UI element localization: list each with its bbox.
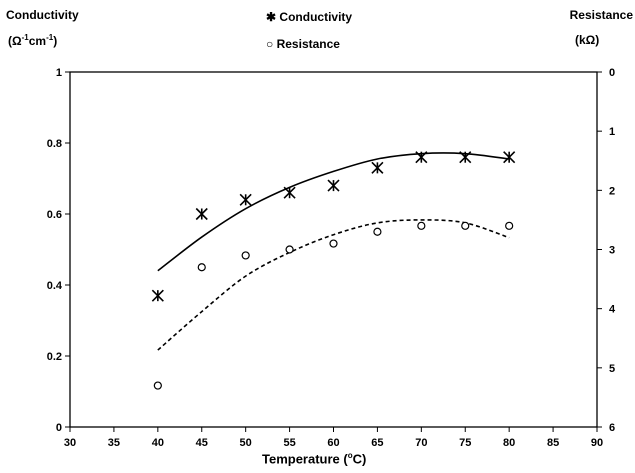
conductivity-point [283, 186, 296, 199]
x-tick-label: 45 [196, 437, 208, 449]
left-tick-label: 0 [56, 422, 62, 434]
trend-line-resistance [157, 219, 510, 351]
resistance-point [241, 251, 250, 260]
x-tick-label: 55 [283, 437, 295, 449]
legend-label-conductivity: Conductivity [279, 10, 353, 24]
right-tick-label: 0 [609, 67, 615, 79]
x-tick-label: 40 [152, 437, 164, 449]
resistance-point [461, 221, 470, 230]
resistance-point [505, 221, 514, 230]
x-tick-label: 60 [327, 437, 339, 449]
legend-circle-icon: ○ [266, 37, 274, 51]
x-axis-label: Temperature (oC) [262, 451, 367, 467]
plot-frame [69, 71, 598, 428]
left-axis-title: Conductivity [6, 8, 79, 22]
conductivity-point [459, 151, 472, 164]
x-tick-label: 65 [371, 437, 383, 449]
legend-x-star-icon: ✱ [266, 10, 277, 24]
left-tick-label: 0.8 [47, 138, 62, 150]
conductivity-point [239, 193, 252, 206]
right-tick-label: 5 [609, 363, 615, 375]
left-tick-label: 1 [56, 67, 62, 79]
resistance-point [197, 263, 206, 272]
left-axis-unit: (Ω-1cm-1) [8, 33, 58, 48]
conductivity-point [151, 289, 164, 302]
conductivity-point [327, 179, 340, 192]
conductivity-point [503, 151, 516, 164]
right-axis-unit: (kΩ) [575, 33, 600, 47]
x-tick-label: 90 [591, 437, 603, 449]
x-tick-label: 75 [459, 437, 471, 449]
trend-line-conductivity [157, 152, 510, 272]
resistance-point [373, 227, 382, 236]
left-tick-label: 0.4 [47, 280, 63, 292]
left-tick-label: 0.2 [47, 351, 62, 363]
conductivity-point [415, 151, 428, 164]
x-tick-label: 70 [415, 437, 427, 449]
x-tick-label: 30 [64, 437, 76, 449]
resistance-point [285, 245, 294, 254]
conductivity-point [195, 207, 208, 221]
right-axis-title: Resistance [569, 8, 633, 22]
resistance-point [329, 239, 338, 248]
right-tick-label: 4 [609, 304, 616, 316]
legend-entry-resistance: ○ Resistance [266, 37, 340, 51]
right-tick-label: 6 [609, 422, 615, 434]
x-tick-label: 50 [240, 437, 252, 449]
right-tick-label: 3 [609, 245, 615, 257]
resistance-point [153, 381, 162, 390]
legend-entry-conductivity: ✱ Conductivity [266, 10, 352, 24]
resistance-point [417, 221, 426, 230]
x-tick-label: 80 [503, 437, 515, 449]
legend-label-resistance: Resistance [276, 37, 340, 51]
right-tick-label: 1 [609, 126, 615, 138]
right-tick-label: 2 [609, 185, 615, 197]
x-tick-label: 85 [547, 437, 559, 449]
x-tick-label: 35 [108, 437, 120, 449]
left-tick-label: 0.6 [47, 209, 62, 221]
conductivity-point [371, 161, 384, 174]
